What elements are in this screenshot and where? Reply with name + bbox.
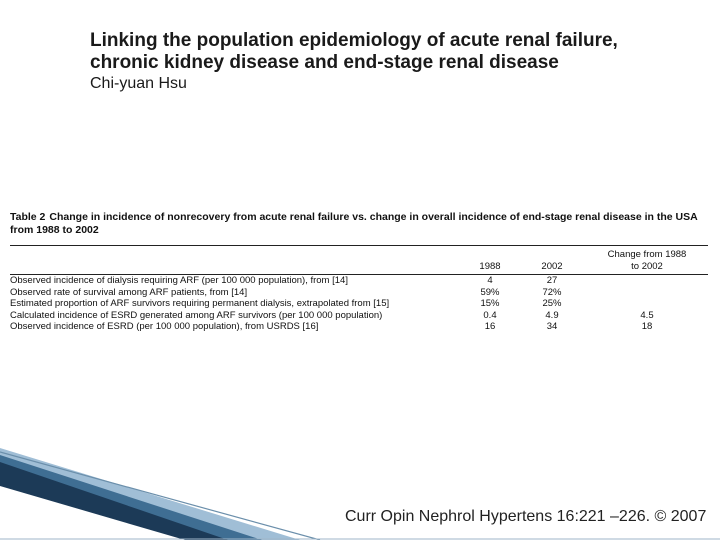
paper-title-line-1: Linking the population epidemiology of a…: [90, 30, 618, 51]
row-1988: 15%: [480, 298, 500, 309]
row-label: Observed incidence of dialysis requiring…: [10, 275, 348, 286]
header-1988: 1988: [479, 260, 501, 272]
row-1988: 4: [487, 275, 493, 286]
table-label: Table 2: [10, 211, 46, 223]
row-label: Calculated incidence of ESRD generated a…: [10, 309, 383, 321]
table-row: Observed incidence of dialysis requiring…: [10, 275, 708, 287]
slide-band-line: [0, 451, 321, 540]
table-block: Table 2 Change in incidence of nonrecover…: [10, 211, 708, 333]
header-2002: 2002: [541, 260, 563, 272]
row-2002: 34: [546, 321, 558, 332]
slide-band-dark: [0, 462, 228, 540]
table-row: Observed rate of survival among ARF pati…: [10, 287, 708, 299]
table-row: Calculated incidence of ESRD generated a…: [10, 310, 708, 322]
header-change-line1: Change from 1988: [607, 249, 687, 260]
paper-author: Chi-yuan Hsu: [90, 75, 187, 92]
table-row: Observed incidence of ESRD (per 100 000 …: [10, 321, 708, 333]
table-header-rule: [10, 274, 708, 275]
row-1988: 16: [484, 321, 496, 332]
table-caption-text: Change in incidence of nonrecovery from …: [10, 211, 698, 236]
row-1988: 0.4: [483, 309, 497, 321]
row-label: Observed incidence of ESRD (per 100 000 …: [10, 321, 319, 332]
journal-citation: Curr Opin Nephrol Hypertens 16:221 –226.…: [345, 508, 707, 525]
table-top-rule: [10, 245, 708, 246]
header-change-line2: to 2002: [631, 260, 663, 272]
paper-title-line-2: chronic kidney disease and end-stage ren…: [90, 52, 559, 73]
table-row: Estimated proportion of ARF survivors re…: [10, 298, 708, 310]
row-label: Estimated proportion of ARF survivors re…: [10, 298, 390, 309]
table-header-row: 1988 2002 Change from 1988 to 2002: [10, 246, 708, 274]
row-change: 18: [641, 321, 653, 332]
row-2002: 4.9: [545, 309, 559, 321]
row-change: 4.5: [640, 309, 654, 321]
row-label: Observed rate of survival among ARF pati…: [10, 286, 248, 298]
header-change: Change from 1988 to 2002: [586, 246, 708, 274]
slide-band-mid: [0, 455, 262, 540]
paper-title-block: Linking the population epidemiology of a…: [90, 30, 618, 94]
slide-band-light: [0, 448, 300, 540]
row-2002: 72%: [542, 286, 562, 298]
data-table: 1988 2002 Change from 1988 to 2002 Obser…: [10, 246, 708, 333]
table-caption: Table 2 Change in incidence of nonrecover…: [10, 211, 708, 237]
row-1988: 59%: [480, 286, 500, 298]
row-2002: 27: [546, 275, 558, 286]
row-2002: 25%: [542, 298, 562, 309]
